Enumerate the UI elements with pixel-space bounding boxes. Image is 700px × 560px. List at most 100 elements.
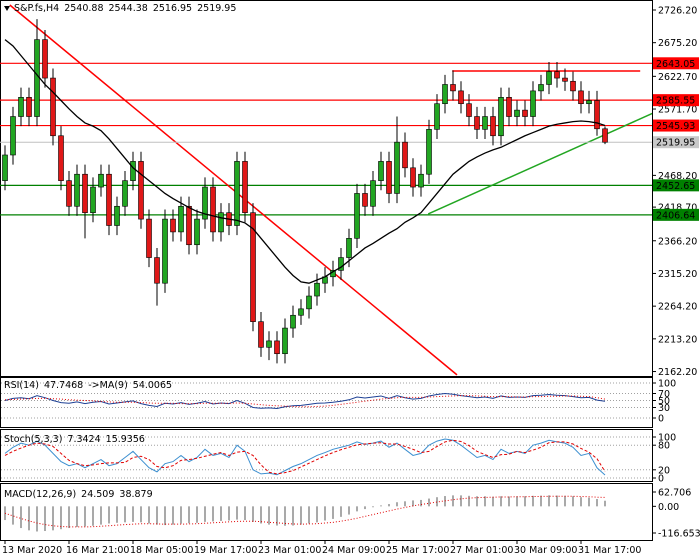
y-tick-label: 100: [658, 433, 676, 444]
candle-body: [386, 161, 392, 194]
panel-header: S&P.fs,H4 2540.88 2544.38 2516.95 2519.95: [14, 3, 236, 14]
candle-body: [82, 173, 88, 213]
main-panel: [0, 0, 653, 377]
y-tick-label: 20: [658, 465, 670, 476]
candle-body: [234, 161, 240, 226]
y-tick-label: 70: [658, 389, 670, 400]
candle-body: [282, 327, 288, 355]
candle-body: [210, 186, 216, 233]
candle-body: [482, 116, 488, 130]
candle-body: [530, 90, 536, 117]
y-tick-label: 2213.20: [658, 334, 697, 345]
y-tick-label: 2366.20: [658, 236, 697, 247]
y-tick-label: 2162.20: [658, 367, 697, 378]
candle-body: [250, 212, 256, 322]
candle-body: [290, 314, 296, 329]
indicator-line: [4, 395, 606, 408]
level-label: 2643.05: [656, 59, 695, 70]
candle-body: [594, 100, 600, 130]
y-tick-label: 2468.20: [658, 171, 697, 182]
candle-body: [66, 180, 72, 207]
x-tick-label: 31 Mar 17:00: [578, 545, 641, 556]
candle-body: [186, 205, 192, 246]
candle-body: [602, 128, 608, 143]
header-part: 47.7468: [44, 380, 83, 391]
indicator-line: [4, 392, 606, 410]
candle-body: [274, 340, 280, 355]
candle-body: [370, 180, 376, 207]
candle-body: [490, 116, 496, 137]
stoch-panel: [0, 429, 653, 482]
header-part: 15.9356: [106, 434, 145, 445]
candle-body: [394, 141, 400, 194]
candle-body: [498, 96, 504, 137]
candle-body: [154, 257, 160, 284]
y-tick-label: 0: [658, 474, 664, 485]
candle-body: [218, 212, 224, 233]
candle-body: [202, 186, 208, 220]
y-tick-label: 50: [658, 396, 670, 407]
candle-body: [242, 161, 248, 213]
candle-body: [378, 161, 384, 181]
candle-body: [74, 173, 80, 207]
x-tick-label: 25 Mar 17:00: [386, 545, 449, 556]
header-part: 2544.38: [109, 3, 148, 14]
header-part: 2516.95: [153, 3, 192, 14]
candle-body: [2, 154, 8, 181]
x-tick-label: 19 Mar 17:00: [194, 545, 257, 556]
header-part: Stoch(5,3,3): [4, 434, 62, 445]
candle-body: [578, 90, 584, 105]
level-label-box: [653, 208, 699, 221]
candle-body: [18, 96, 24, 117]
candle-body: [26, 96, 32, 117]
header-part: ->MA(9): [88, 380, 128, 391]
y-tick-label: 0.00: [658, 502, 679, 513]
candle-body: [162, 218, 168, 284]
candle-body: [426, 129, 432, 175]
candle-body: [418, 173, 424, 188]
symbol-menu-icon[interactable]: [4, 6, 10, 11]
y-tick-label: 2315.20: [658, 269, 697, 280]
moving-average: [4, 39, 606, 284]
header-part: 7.3424: [67, 434, 100, 445]
candle-body: [50, 77, 56, 137]
candle-body: [138, 161, 144, 220]
candle-body: [114, 205, 120, 226]
candle-body: [474, 116, 480, 130]
level-label-box: [653, 119, 699, 132]
candle-body: [314, 282, 320, 297]
candle-body: [514, 109, 520, 117]
y-tick-label: 2675.20: [658, 38, 697, 49]
y-tick-label: 80: [658, 441, 670, 452]
x-tick-label: 23 Mar 01:00: [258, 545, 321, 556]
level-label: 2545.93: [656, 121, 695, 132]
trend-line: [9, 4, 458, 376]
candle-body: [130, 161, 136, 181]
candle-body: [410, 167, 416, 188]
x-tick-label: 18 Mar 05:00: [130, 545, 193, 556]
level-label: 2585.55: [656, 96, 695, 107]
candle-body: [258, 321, 264, 348]
indicator-line: [4, 438, 606, 476]
candle-body: [570, 80, 576, 92]
x-tick-label: 30 Mar 09:00: [514, 545, 577, 556]
header-part: 2519.95: [197, 3, 236, 14]
candle-body: [58, 135, 64, 181]
y-tick-label: 2264.20: [658, 302, 697, 313]
y-tick-label: 62.706: [658, 488, 691, 499]
x-tick-label: 27 Mar 01:00: [450, 545, 513, 556]
y-tick-label: 2622.70: [658, 72, 697, 83]
candle-body: [346, 238, 352, 258]
level-label-box: [653, 94, 699, 107]
candle-body: [538, 84, 544, 92]
candle-body: [586, 100, 592, 105]
panel-header: MACD(12,26,9) 24.509 38.879: [4, 489, 153, 500]
y-tick-label: 0: [658, 414, 664, 425]
candle-body: [170, 218, 176, 233]
main-plot: [0, 4, 652, 376]
candle-body: [10, 116, 16, 156]
candle-body: [306, 295, 312, 310]
header-part: RSI(14): [4, 380, 39, 391]
candle-body: [298, 308, 304, 316]
